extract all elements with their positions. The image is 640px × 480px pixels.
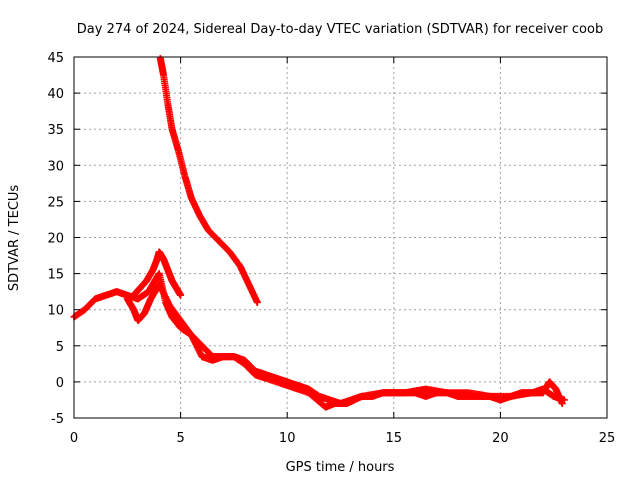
x-tick-label: 25 [599,431,616,446]
x-tick-label: 20 [492,431,509,446]
y-tick-label: 10 [47,304,64,319]
y-tick-label: 20 [47,232,64,247]
y-tick-label: -5 [51,412,64,427]
y-tick-label: 40 [47,87,64,102]
data-series [70,54,568,411]
y-tick-label: 15 [47,268,64,283]
y-tick-labels: -5 0 5 10 15 20 25 30 35 40 45 [47,51,64,427]
series-satellite-track-peak [130,248,185,299]
x-tick-label: 0 [70,431,78,446]
axis-ticks [73,56,608,419]
data-point [253,298,261,306]
series-satellite-track-high [156,54,261,306]
y-tick-label: 45 [47,51,64,66]
x-tick-label: 15 [386,431,403,446]
y-tick-label: 25 [47,195,64,210]
y-tick-label: 35 [47,123,64,138]
x-tick-label: 5 [176,431,184,446]
y-tick-label: 30 [47,159,64,174]
x-axis-label: GPS time / hours [286,460,395,475]
y-tick-label: 5 [56,340,64,355]
data-point [177,291,185,299]
series-satellite-track-lower [123,280,568,411]
x-tick-labels: 0 5 10 15 20 25 [70,431,615,446]
data-point [560,396,568,404]
chart-title: Day 274 of 2024, Sidereal Day-to-day VTE… [77,22,603,37]
y-tick-label: 0 [56,376,64,391]
y-axis-label: SDTVAR / TECUs [7,185,22,292]
grid-lines [74,57,607,418]
x-tick-label: 10 [279,431,296,446]
